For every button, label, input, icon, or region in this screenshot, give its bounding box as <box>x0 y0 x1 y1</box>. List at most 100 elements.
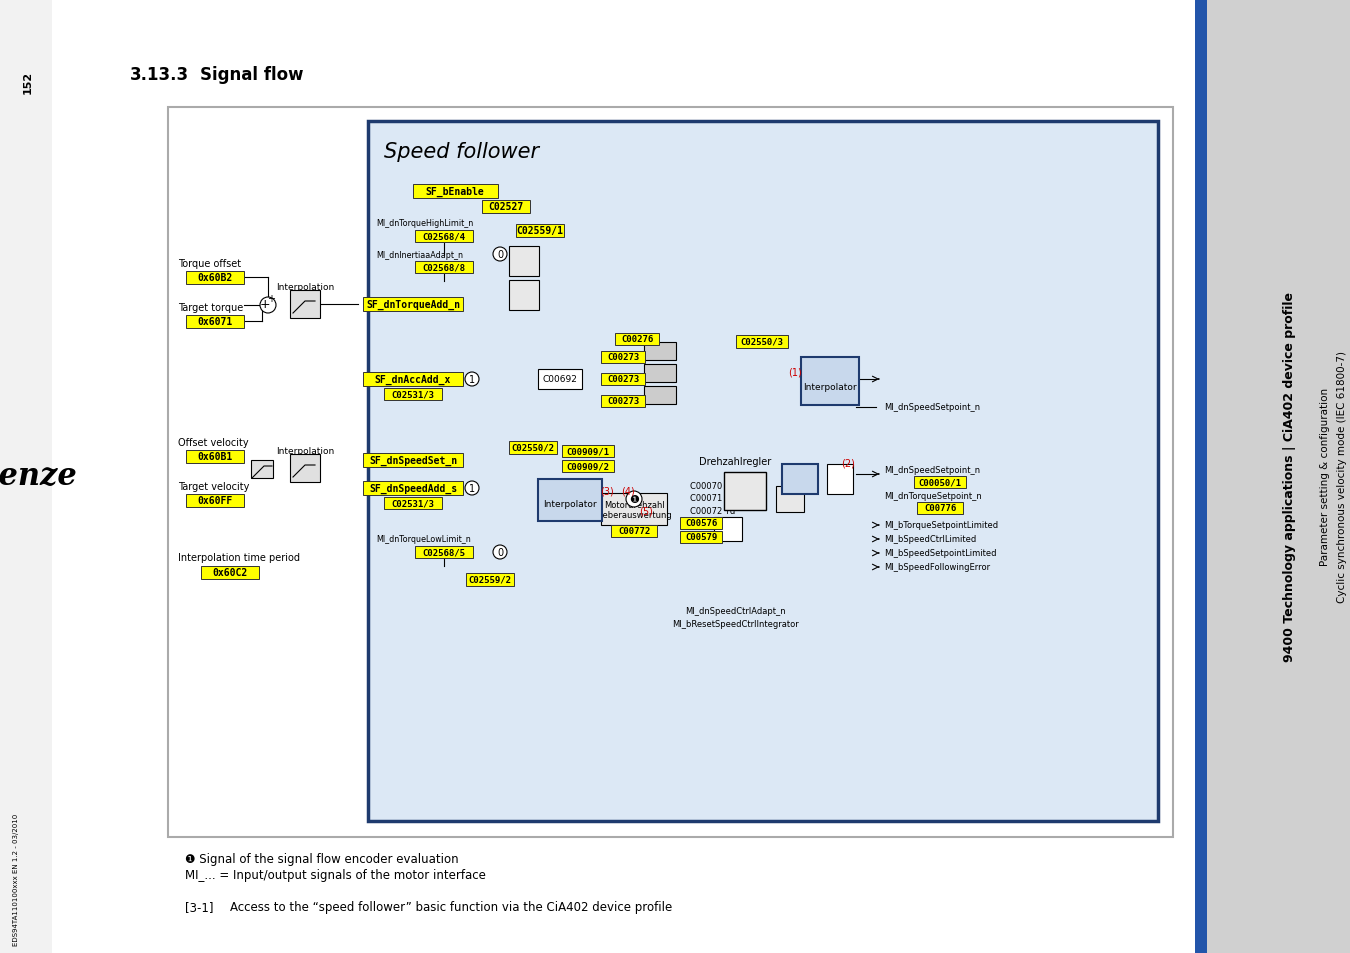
Text: MI_bResetSpeedCtrlIntegrator: MI_bResetSpeedCtrlIntegrator <box>672 619 798 629</box>
Text: C00273: C00273 <box>608 397 639 406</box>
Text: C02531/3: C02531/3 <box>392 390 435 399</box>
Bar <box>601 352 645 364</box>
Text: 0x60FF: 0x60FF <box>197 496 232 505</box>
Circle shape <box>261 297 275 314</box>
Text: SF_dnTorqueAdd_n: SF_dnTorqueAdd_n <box>366 299 460 310</box>
Circle shape <box>464 373 479 387</box>
Text: 0x60B2: 0x60B2 <box>197 273 232 283</box>
Text: C00776: C00776 <box>923 504 956 513</box>
Bar <box>509 281 539 311</box>
Text: ❶: ❶ <box>629 495 639 504</box>
Bar <box>251 460 273 478</box>
Bar <box>914 476 967 489</box>
Text: MI_dnTorqueSetpoint_n: MI_dnTorqueSetpoint_n <box>884 492 981 501</box>
Circle shape <box>464 481 479 496</box>
Bar <box>363 373 463 387</box>
Text: Target torque: Target torque <box>178 303 243 313</box>
Bar <box>369 122 1158 821</box>
Text: 3.13.3: 3.13.3 <box>130 66 189 84</box>
Text: C00692: C00692 <box>543 375 578 384</box>
Bar <box>414 231 472 243</box>
Bar <box>363 481 463 496</box>
Text: MI_dnSpeedCtrlAdapt_n: MI_dnSpeedCtrlAdapt_n <box>684 607 786 616</box>
Text: Parameter setting & configuration: Parameter setting & configuration <box>1320 388 1330 565</box>
Text: C00070 Vp: C00070 Vp <box>690 482 736 491</box>
Bar <box>167 108 1173 837</box>
Bar <box>828 464 853 495</box>
Text: SF_bEnable: SF_bEnable <box>425 187 485 197</box>
Text: C00579: C00579 <box>684 533 717 542</box>
Text: 0: 0 <box>497 250 504 260</box>
Bar <box>290 291 320 318</box>
Bar <box>562 446 614 457</box>
Text: Interpolator: Interpolator <box>543 500 597 509</box>
Text: MI_bSpeedCtrlLimited: MI_bSpeedCtrlLimited <box>884 535 976 544</box>
Bar <box>201 566 259 578</box>
Text: 1: 1 <box>468 375 475 385</box>
Text: (3): (3) <box>601 486 614 497</box>
Text: MI_bSpeedFollowingError: MI_bSpeedFollowingError <box>884 563 990 572</box>
Text: 0x60C2: 0x60C2 <box>212 567 247 578</box>
Bar <box>482 200 531 213</box>
Text: SF_dnAccAdd_x: SF_dnAccAdd_x <box>375 375 451 385</box>
Text: 152: 152 <box>23 71 32 93</box>
Text: (4): (4) <box>621 486 634 497</box>
Text: C00072 Td: C00072 Td <box>690 506 736 515</box>
Text: MI_dnTorqueHighLimit_n: MI_dnTorqueHighLimit_n <box>377 219 474 229</box>
Bar <box>776 486 805 513</box>
Bar <box>1195 0 1350 953</box>
Text: 0x6071: 0x6071 <box>197 316 232 327</box>
Bar <box>186 315 244 328</box>
Bar <box>383 497 441 510</box>
Text: Interpolation: Interpolation <box>275 283 335 293</box>
Bar <box>644 365 676 382</box>
Bar <box>801 357 859 406</box>
Text: (2): (2) <box>841 458 855 469</box>
Bar <box>601 374 645 386</box>
Text: MI_bSpeedSetpointLimited: MI_bSpeedSetpointLimited <box>884 549 996 558</box>
Bar <box>363 297 463 312</box>
Bar <box>413 185 498 199</box>
Text: MI_dnInertiaaAdapt_n: MI_dnInertiaaAdapt_n <box>377 251 463 259</box>
Bar <box>562 460 614 473</box>
Text: EDS94TA110100xxx EN 1.2 - 03/2010: EDS94TA110100xxx EN 1.2 - 03/2010 <box>14 813 19 945</box>
Circle shape <box>493 248 508 262</box>
Circle shape <box>493 545 508 559</box>
Text: C00273: C00273 <box>608 354 639 362</box>
Text: C00772: C00772 <box>618 527 651 536</box>
Bar <box>383 389 441 400</box>
Text: Target velocity: Target velocity <box>178 481 250 492</box>
Text: 9400 Technology applications | CiA402 device profile: 9400 Technology applications | CiA402 de… <box>1284 292 1296 661</box>
Text: Offset velocity: Offset velocity <box>178 437 248 448</box>
Text: SF_dnSpeedSet_n: SF_dnSpeedSet_n <box>369 456 458 466</box>
Bar <box>0 0 53 953</box>
Bar <box>601 395 645 408</box>
Text: MI_dnTorqueLowLimit_n: MI_dnTorqueLowLimit_n <box>377 535 471 544</box>
Text: SF_dnSpeedAdd_s: SF_dnSpeedAdd_s <box>369 483 458 494</box>
Text: (5): (5) <box>639 506 653 517</box>
Bar <box>782 464 818 495</box>
Bar <box>186 494 244 507</box>
Text: C02531/3: C02531/3 <box>392 499 435 508</box>
Text: C02559/1: C02559/1 <box>517 226 563 235</box>
Text: C02527: C02527 <box>489 202 524 212</box>
Bar <box>714 517 743 541</box>
Text: Geberauswertung: Geberauswertung <box>597 511 672 520</box>
Bar <box>644 343 676 360</box>
Text: +: + <box>259 298 270 312</box>
Bar <box>516 224 564 237</box>
Text: C00273: C00273 <box>608 375 639 384</box>
Bar <box>601 494 667 525</box>
Bar <box>414 262 472 274</box>
Text: C02568/8: C02568/8 <box>423 263 466 273</box>
Text: C00276: C00276 <box>621 335 653 344</box>
Text: [3-1]: [3-1] <box>185 901 213 914</box>
Text: MI_bTorqueSetpointLimited: MI_bTorqueSetpointLimited <box>884 521 998 530</box>
Text: Signal flow: Signal flow <box>200 66 304 84</box>
Text: Speed follower: Speed follower <box>383 142 539 162</box>
Text: 0: 0 <box>497 547 504 558</box>
Bar <box>509 247 539 276</box>
Bar <box>290 455 320 482</box>
Text: Interpolator: Interpolator <box>803 383 857 392</box>
Bar <box>186 272 244 284</box>
